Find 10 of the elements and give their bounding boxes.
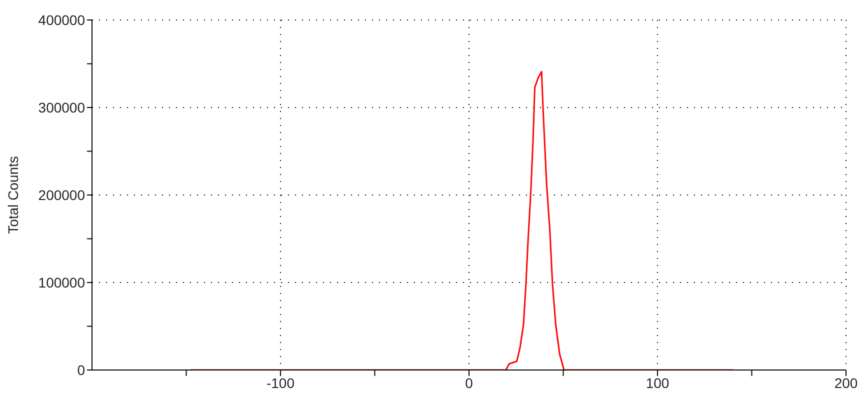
x-tick-label: 200 [834,374,858,391]
y-tick-label: 0 [77,362,86,378]
x-tick-label: -100 [266,374,295,391]
y-tick-label: 100000 [38,274,86,290]
x-tick-label: 100 [646,374,670,391]
y-axis-title: Total Counts [5,156,21,234]
y-tick-label: 200000 [38,186,86,203]
y-tick-label: 300000 [38,99,86,116]
x-tick-label: 0 [465,374,474,391]
y-tick-label: 400000 [38,12,86,28]
